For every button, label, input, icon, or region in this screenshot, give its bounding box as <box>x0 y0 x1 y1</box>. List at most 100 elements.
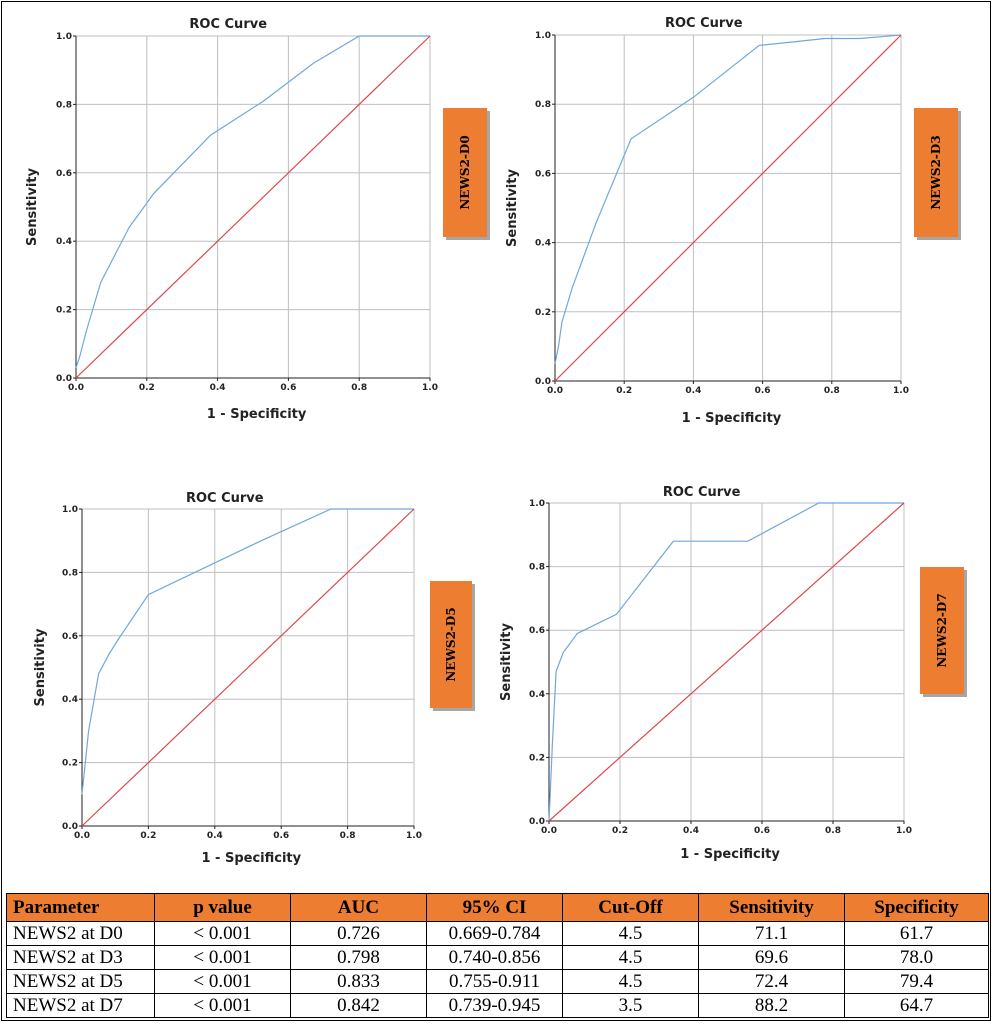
cell-ci: 0.755-0.911 <box>426 969 563 994</box>
tag-label: NEWS2-D0 <box>458 135 472 209</box>
table-row: NEWS2 at D3 < 0.001 0.798 0.740-0.856 4.… <box>6 945 989 970</box>
reference-diagonal-line <box>554 34 902 382</box>
cell-cutoff: 4.5 <box>562 945 699 970</box>
x-tick-label: 1.0 <box>893 386 909 396</box>
x-tick-label: 0.4 <box>210 383 226 393</box>
cell-p-value: < 0.001 <box>154 945 291 970</box>
x-tick-label: 0.4 <box>207 831 223 841</box>
roc-curve-line <box>554 34 902 364</box>
y-tick-label: 0.8 <box>62 568 78 578</box>
roc-charts-panel: 0.0 0.2 0.4 0.6 0.8 1.0 0.0 0.2 0.4 0.6 0.8 1.0 ROC … <box>25 16 967 866</box>
tag-box <box>430 581 472 708</box>
x-tick-label: 0.2 <box>139 383 155 393</box>
x-tick-label: 0.2 <box>616 386 632 396</box>
cell-sensitivity: 72.4 <box>698 969 845 994</box>
roc-curve-line <box>75 35 430 368</box>
tag-label: NEWS2-D5 <box>444 607 458 681</box>
header-sensitivity: Sensitivity <box>698 893 845 922</box>
cell-parameter: NEWS2 at D7 <box>6 993 155 1018</box>
x-tick-label: 1.0 <box>896 826 912 836</box>
reference-diagonal-line <box>81 508 415 827</box>
cell-ci: 0.740-0.856 <box>426 945 563 970</box>
tag-box <box>920 567 964 694</box>
y-tick-label: 0.0 <box>529 817 545 827</box>
x-axis-label: 1 - Specificity <box>680 847 780 862</box>
cell-parameter: NEWS2 at D0 <box>6 921 155 946</box>
y-axis-label: Sensitivity <box>25 168 40 246</box>
reference-diagonal-line <box>75 35 431 379</box>
x-tick-label: 1.0 <box>422 383 438 393</box>
roc-chart-4: 0.0 0.2 0.4 0.6 0.8 1.0 0.0 0.2 0.4 0.6 0.8 1.0 ROC … <box>499 485 967 862</box>
y-axis-label: Sensitivity <box>499 623 514 701</box>
y-tick-label: 0.0 <box>535 377 551 387</box>
chart-title: ROC Curve <box>663 485 741 500</box>
y-tick-label: 1.0 <box>535 31 551 41</box>
y-tick-label: 0.2 <box>535 308 551 318</box>
x-tick-label: 0.6 <box>754 826 770 836</box>
x-tick-label: 0.8 <box>351 383 367 393</box>
y-tick-label: 0.2 <box>529 753 545 763</box>
cell-p-value: < 0.001 <box>154 993 291 1018</box>
header-parameter: Parameter <box>6 893 155 922</box>
cell-sensitivity: 69.6 <box>698 945 845 970</box>
chart-title: ROC Curve <box>665 16 743 31</box>
y-axis-label: Sensitivity <box>33 628 48 706</box>
x-axis-label: 1 - Specificity <box>207 407 307 422</box>
table-row: NEWS2 at D5 < 0.001 0.833 0.755-0.911 4.… <box>6 969 989 994</box>
cell-sensitivity: 71.1 <box>698 921 845 946</box>
tag-label: NEWS2-D3 <box>929 135 943 209</box>
y-tick-label: 0.6 <box>535 169 551 179</box>
roc-chart-2: 0.0 0.2 0.4 0.6 0.8 1.0 0.0 0.2 0.4 0.6 0.8 1.0 ROC … <box>505 16 961 426</box>
y-tick-label: 0.8 <box>535 100 551 110</box>
y-tick-label: 0.8 <box>529 563 545 573</box>
cell-ci: 0.669-0.784 <box>426 921 563 946</box>
x-tick-label: 0.0 <box>68 383 84 393</box>
y-tick-label: 0.8 <box>56 100 72 110</box>
cell-specificity: 78.0 <box>844 945 989 970</box>
header-ci: 95% CI <box>426 893 563 922</box>
roc-curve-line <box>81 508 414 795</box>
cell-p-value: < 0.001 <box>154 969 291 994</box>
chart-title: ROC Curve <box>186 491 264 506</box>
y-tick-label: 0.0 <box>62 822 78 832</box>
x-tick-label: 0.4 <box>685 386 701 396</box>
header-auc: AUC <box>290 893 427 922</box>
cell-p-value: < 0.001 <box>154 921 291 946</box>
x-tick-label: 0.6 <box>755 386 771 396</box>
x-tick-label: 0.0 <box>547 386 563 396</box>
y-axis-label: Sensitivity <box>505 169 520 247</box>
cell-ci: 0.739-0.945 <box>426 993 563 1018</box>
cell-cutoff: 4.5 <box>562 969 699 994</box>
cell-sensitivity: 88.2 <box>698 993 845 1018</box>
y-tick-label: 1.0 <box>529 499 545 509</box>
cell-specificity: 79.4 <box>844 969 989 994</box>
cell-cutoff: 3.5 <box>562 993 699 1018</box>
x-tick-label: 0.6 <box>273 831 289 841</box>
roc-chart-1: 0.0 0.2 0.4 0.6 0.8 1.0 0.0 0.2 0.4 0.6 0.8 1.0 ROC … <box>25 17 490 422</box>
cell-parameter: NEWS2 at D3 <box>6 945 155 970</box>
cell-specificity: 61.7 <box>844 921 989 946</box>
y-tick-label: 0.6 <box>529 626 545 636</box>
reference-diagonal-line <box>548 502 905 822</box>
y-tick-label: 0.4 <box>535 239 551 249</box>
y-tick-label: 0.6 <box>62 632 78 642</box>
cell-auc: 0.798 <box>290 945 427 970</box>
x-tick-label: 0.8 <box>825 826 841 836</box>
x-tick-label: 0.2 <box>612 826 628 836</box>
table-row: NEWS2 at D7 < 0.001 0.842 0.739-0.945 3.… <box>6 993 989 1018</box>
x-axis-label: 1 - Specificity <box>682 411 782 426</box>
cell-specificity: 64.7 <box>844 993 989 1018</box>
y-tick-label: 0.4 <box>56 237 72 247</box>
cell-auc: 0.833 <box>290 969 427 994</box>
x-tick-label: 0.8 <box>340 831 356 841</box>
chart-title: ROC Curve <box>189 17 267 32</box>
roc-curve-line <box>548 502 904 822</box>
x-tick-label: 0.6 <box>280 383 296 393</box>
roc-chart-3: 0.0 0.2 0.4 0.6 0.8 1.0 0.0 0.2 0.4 0.6 0.8 1.0 ROC … <box>33 491 475 866</box>
x-axis-label: 1 - Specificity <box>201 851 301 866</box>
y-tick-label: 1.0 <box>62 505 78 515</box>
cell-auc: 0.842 <box>290 993 427 1018</box>
y-tick-label: 1.0 <box>56 32 72 42</box>
y-tick-label: 0.4 <box>529 690 545 700</box>
